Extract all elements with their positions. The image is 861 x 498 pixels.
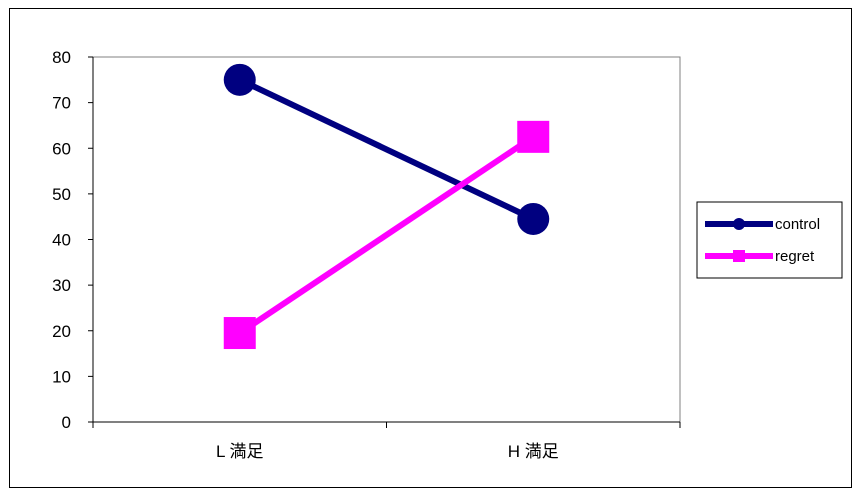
data-point-regret [223, 317, 256, 350]
y-tick-label: 40 [52, 231, 71, 250]
data-point-control [517, 202, 550, 235]
legend-box [696, 201, 843, 279]
y-tick-label: 0 [62, 413, 71, 432]
plot-area [92, 56, 681, 423]
x-category-label: H 満足 [508, 442, 559, 461]
legend-label-control: control [775, 216, 820, 233]
y-tick-label: 10 [52, 367, 71, 386]
y-tick-label: 60 [52, 139, 71, 158]
legend-marker-regret [733, 250, 745, 262]
y-tick-label: 20 [52, 322, 71, 341]
legend-marker-control [733, 218, 745, 230]
series-line-control [238, 77, 535, 222]
y-tick-label: 50 [52, 185, 71, 204]
y-tick-label: 30 [52, 276, 71, 295]
y-tick-label: 80 [52, 48, 71, 67]
data-point-regret [517, 120, 550, 153]
y-tick-label: 70 [52, 94, 71, 113]
series-line-regret [238, 134, 535, 336]
legend-label-regret: regret [775, 248, 815, 265]
x-category-label: L 満足 [216, 442, 264, 461]
data-point-control [223, 63, 256, 96]
